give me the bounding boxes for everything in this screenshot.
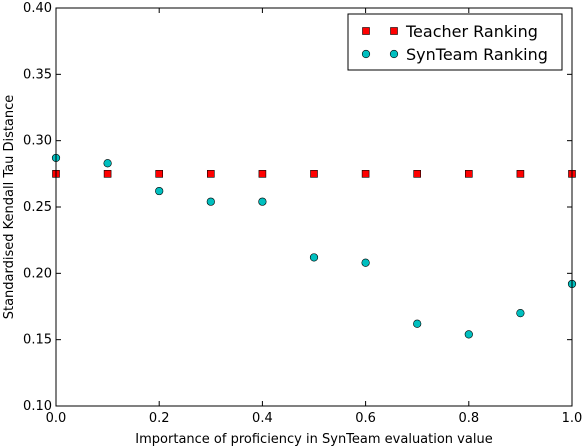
synteam-ranking-point bbox=[464, 330, 473, 339]
synteam-ranking-point bbox=[258, 197, 267, 206]
x-tick-label: 1.0 bbox=[562, 411, 582, 426]
teacher-ranking-point bbox=[155, 170, 163, 178]
teacher-ranking-point bbox=[310, 170, 318, 178]
synteam-ranking-point bbox=[361, 258, 370, 267]
y-tick-label: 0.40 bbox=[23, 1, 52, 16]
x-tick-label: 0.2 bbox=[149, 411, 170, 426]
legend-marker-synteam bbox=[361, 49, 371, 59]
legend: Teacher Ranking SynTeam Ranking bbox=[347, 13, 563, 71]
synteam-ranking-point bbox=[155, 186, 164, 196]
y-tick-label: 0.30 bbox=[23, 134, 52, 149]
x-axis-label: Importance of proficiency in SynTeam eva… bbox=[135, 432, 492, 446]
y-tick-label: 0.35 bbox=[23, 67, 52, 82]
teacher-ranking-point bbox=[361, 170, 370, 178]
y-tick-label: 0.15 bbox=[23, 333, 52, 348]
y-tick-label: 0.25 bbox=[23, 200, 52, 215]
y-tick-label: 0.20 bbox=[23, 266, 52, 281]
x-tick-label: 0.0 bbox=[46, 411, 67, 426]
synteam-ranking-point bbox=[206, 197, 215, 206]
synteam-ranking-point bbox=[413, 319, 422, 328]
teacher-ranking-point bbox=[464, 170, 473, 178]
x-tick-label: 0.6 bbox=[355, 411, 376, 426]
legend-marker-teacher bbox=[362, 27, 370, 35]
axis-ticks: 0.0 0.2 0.4 0.6 0.8 1.0 0.10 0.15 0.20 0.25 0.30 0.… bbox=[23, 1, 582, 426]
legend-label: SynTeam Ranking bbox=[406, 45, 548, 64]
teacher-ranking-point bbox=[103, 170, 112, 178]
legend-box bbox=[347, 13, 563, 71]
legend-marker-teacher bbox=[390, 27, 398, 35]
synteam-ranking-point bbox=[103, 159, 112, 168]
teacher-ranking-point bbox=[413, 170, 422, 178]
y-tick-label: 0.10 bbox=[23, 399, 52, 414]
teacher-ranking-point bbox=[207, 170, 215, 178]
x-tick-label: 0.4 bbox=[252, 411, 273, 426]
data-marks bbox=[51, 153, 577, 339]
x-tick-label: 0.8 bbox=[458, 411, 479, 426]
teacher-ranking-point bbox=[258, 170, 267, 178]
teacher-ranking-point bbox=[516, 170, 525, 178]
synteam-ranking-point bbox=[516, 309, 525, 318]
y-axis-label: Standardised Kendall Tau Distance bbox=[2, 95, 17, 320]
legend-marker-synteam bbox=[389, 49, 399, 59]
legend-label: Teacher Ranking bbox=[405, 22, 538, 41]
synteam-ranking-point bbox=[309, 253, 319, 262]
